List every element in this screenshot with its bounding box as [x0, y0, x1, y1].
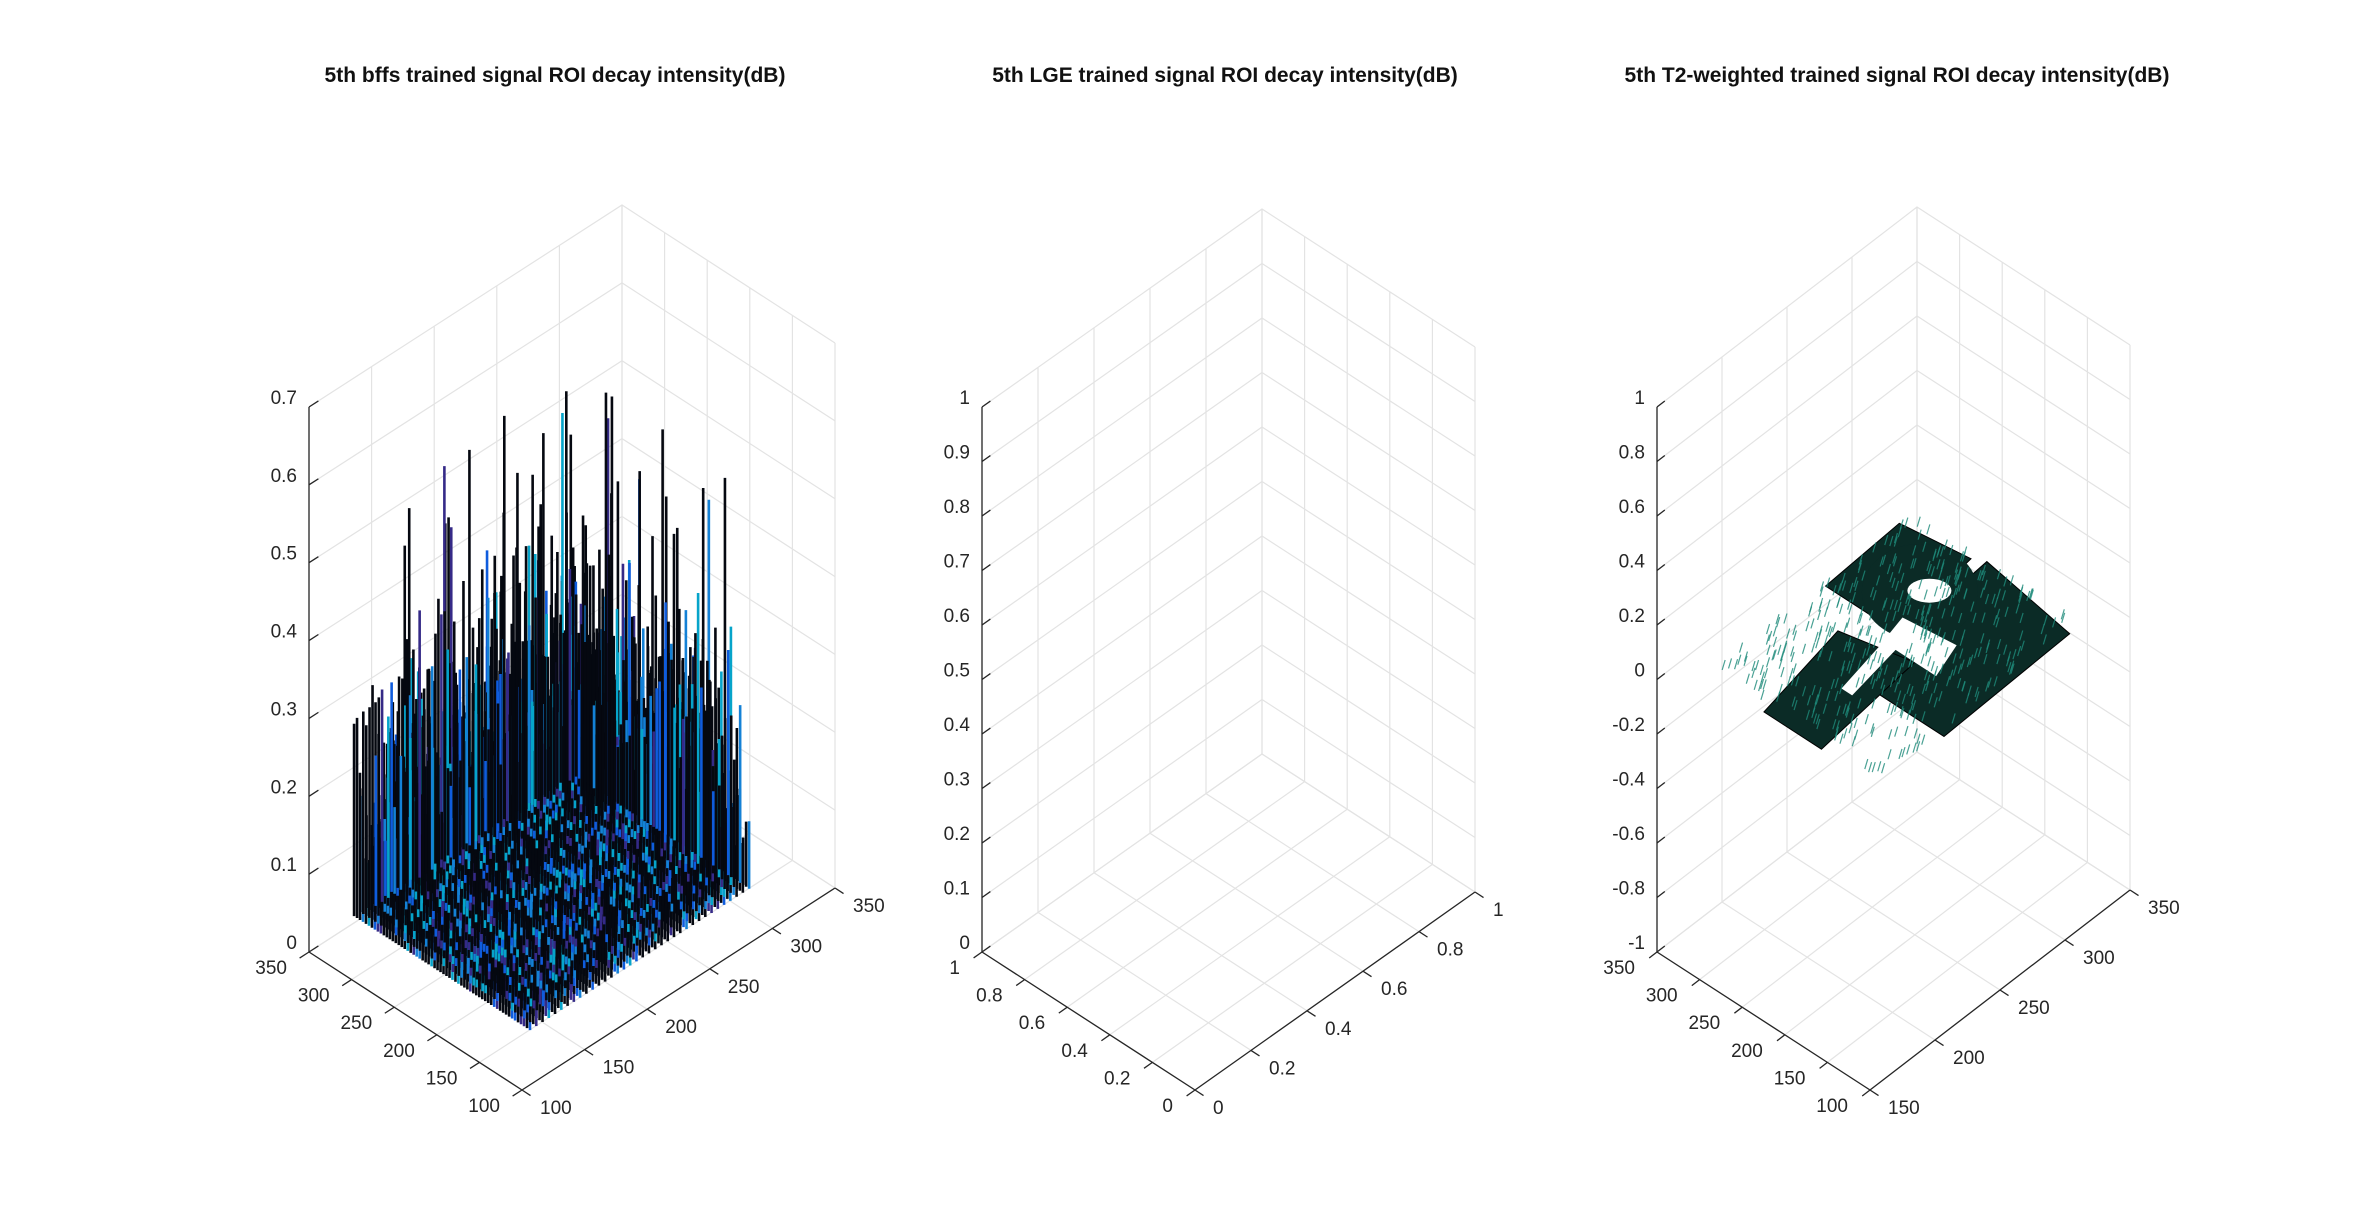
y-tick-label: 250 — [728, 977, 760, 998]
x-tick-label: 300 — [1646, 986, 1678, 1007]
y-tick-label: 250 — [2018, 998, 2050, 1019]
x-tick-label: 1 — [949, 958, 960, 979]
y-tick-label: 150 — [1888, 1098, 1920, 1119]
z-tick-label: 0.1 — [944, 879, 970, 900]
grid — [981, 208, 1476, 1091]
chart-title: 5th bffs trained signal ROI decay intens… — [325, 64, 786, 87]
z-tick-label: 0.5 — [944, 661, 970, 682]
z-tick-label: -1 — [1628, 933, 1645, 954]
z-tick-label: 0.1 — [271, 855, 297, 876]
z-tick-label: 0.3 — [271, 699, 297, 720]
z-tick-label: 0.2 — [271, 777, 297, 798]
z-tick-label: 0.4 — [944, 715, 971, 736]
subplot-lge: 5th LGE trained signal ROI decay intensi… — [944, 64, 1504, 1119]
chart-title: 5th LGE trained signal ROI decay intensi… — [992, 64, 1458, 87]
y-tick-label: 200 — [1953, 1048, 1985, 1069]
y-tick-label: 100 — [540, 1098, 572, 1119]
x-tick-label: 250 — [340, 1013, 372, 1034]
y-tick-label: 350 — [853, 896, 885, 917]
x-tick-label: 0.4 — [1061, 1041, 1088, 1062]
x-tick-label: 150 — [1774, 1068, 1806, 1089]
x-tick-label: 100 — [468, 1096, 500, 1117]
x-tick-label: 200 — [383, 1041, 415, 1062]
z-tick-label: 0.6 — [1619, 497, 1645, 518]
z-tick-label: -0.8 — [1612, 879, 1645, 900]
y-tick-label: 350 — [2148, 898, 2180, 919]
z-tick-label: 0.6 — [271, 466, 297, 487]
x-tick-label: 100 — [1816, 1096, 1848, 1117]
y-tick-label: 150 — [603, 1058, 635, 1079]
surface — [352, 391, 751, 1031]
x-tick-label: 0.8 — [976, 986, 1002, 1007]
z-tick-label: 0 — [959, 933, 970, 954]
z-tick-label: 0.5 — [271, 544, 297, 565]
axes: 0 0.2 0.4 0.6 0.8 1 0 0.2 0.4 0.6 0.8 1 0 0.1 0.2 0.3 0.… — [944, 388, 1504, 1119]
axes: 100 150 200 250 300 350 100 150 200 250 300 350 0 0.1… — [255, 388, 884, 1119]
z-tick-label: -0.2 — [1612, 715, 1645, 736]
axes: 100 150 200 250 300 350 150 200 250 300 350 -1 -0.8 -… — [1603, 388, 2179, 1119]
x-tick-label: 200 — [1731, 1041, 1763, 1062]
x-tick-label: 150 — [426, 1068, 458, 1089]
x-tick-label: 0.6 — [1019, 1013, 1045, 1034]
z-tick-label: 0.2 — [1619, 606, 1645, 627]
y-tick-label: 0.6 — [1381, 979, 1407, 1000]
z-tick-label: 0.4 — [271, 622, 298, 643]
z-tick-label: 0.8 — [1619, 443, 1645, 464]
y-tick-label: 0 — [1213, 1098, 1224, 1119]
y-tick-label: 0.8 — [1437, 940, 1463, 961]
y-tick-label: 200 — [665, 1017, 697, 1038]
y-tick-label: 1 — [1493, 900, 1504, 921]
z-tick-label: 0.7 — [271, 388, 297, 409]
x-tick-label: 350 — [255, 958, 287, 979]
y-tick-label: 300 — [790, 936, 822, 957]
x-tick-label: 350 — [1603, 958, 1635, 979]
y-tick-label: 0.4 — [1325, 1019, 1352, 1040]
z-tick-label: 0.2 — [944, 824, 970, 845]
x-tick-label: 0 — [1162, 1096, 1173, 1117]
subplot-bffs: 5th bffs trained signal ROI decay intens… — [255, 64, 884, 1119]
chart-title: 5th T2-weighted trained signal ROI decay… — [1625, 64, 2170, 87]
z-tick-label: 1 — [959, 388, 970, 409]
z-tick-label: 0.3 — [944, 770, 970, 791]
x-tick-label: 0.2 — [1104, 1068, 1130, 1089]
z-tick-label: 0.8 — [944, 497, 970, 518]
y-tick-label: 300 — [2083, 948, 2115, 969]
z-tick-label: 0 — [1634, 661, 1645, 682]
surface — [1721, 516, 2071, 774]
z-tick-label: -0.6 — [1612, 824, 1645, 845]
z-tick-label: 0.4 — [1619, 552, 1646, 573]
x-tick-label: 250 — [1688, 1013, 1720, 1034]
z-tick-label: 0.9 — [944, 443, 970, 464]
y-tick-label: 0.2 — [1269, 1058, 1295, 1079]
z-tick-label: 0.7 — [944, 552, 970, 573]
z-tick-label: 0.6 — [944, 606, 970, 627]
subplot-t2-weighted: 5th T2-weighted trained signal ROI decay… — [1603, 64, 2179, 1119]
z-tick-label: 0 — [286, 933, 297, 954]
z-tick-label: 1 — [1634, 388, 1645, 409]
z-tick-label: -0.4 — [1612, 770, 1645, 791]
x-tick-label: 300 — [298, 986, 330, 1007]
